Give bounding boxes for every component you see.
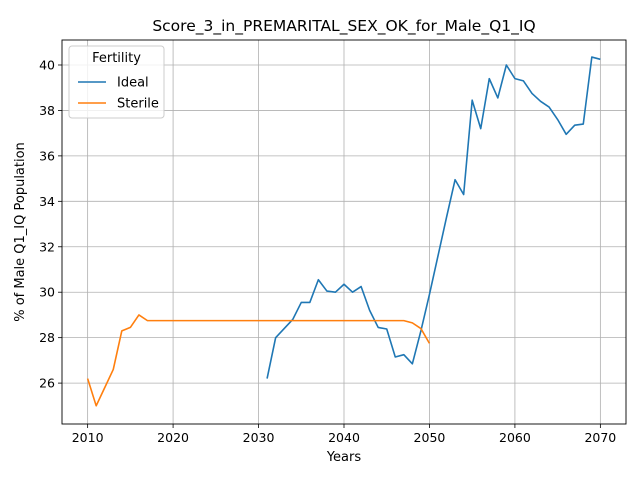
x-tick-label: 2050 xyxy=(414,430,446,445)
series-line-sterile xyxy=(86,314,431,407)
series-line-ideal xyxy=(266,56,601,379)
x-tick-label: 2010 xyxy=(72,430,104,445)
y-tick-label: 40 xyxy=(39,57,55,72)
chart-title: Score_3_in_PREMARITAL_SEX_OK_for_Male_Q1… xyxy=(152,17,535,36)
y-tick-label: 36 xyxy=(39,148,55,163)
y-tick-label: 34 xyxy=(39,194,55,209)
x-tick-label: 2020 xyxy=(157,430,189,445)
y-tick-label: 30 xyxy=(39,285,55,300)
x-tick-label: 2060 xyxy=(499,430,531,445)
legend-box xyxy=(68,45,165,119)
x-tick-label: 2030 xyxy=(243,430,275,445)
x-tick-label: 2040 xyxy=(328,430,360,445)
y-tick-label: 28 xyxy=(39,330,55,345)
y-tick-label: 32 xyxy=(39,239,55,254)
legend-label-ideal: Ideal xyxy=(117,76,149,91)
y-axis-label: % of Male Q1_IQ Population xyxy=(13,142,28,322)
series-lines xyxy=(86,56,601,407)
y-tick-label: 38 xyxy=(39,103,55,118)
legend: Fertility Ideal Sterile xyxy=(68,45,165,119)
legend-title: Fertility xyxy=(92,51,141,66)
legend-label-sterile: Sterile xyxy=(117,97,159,112)
x-tick-label: 2070 xyxy=(584,430,616,445)
y-axis-ticks: 26 28 30 32 34 36 38 40 xyxy=(39,57,62,391)
grid-lines xyxy=(62,40,626,424)
x-axis-label: Years xyxy=(326,450,362,465)
x-axis-ticks: 2010 2020 2030 2040 2050 2060 2070 xyxy=(72,424,616,445)
y-tick-label: 26 xyxy=(39,376,55,391)
